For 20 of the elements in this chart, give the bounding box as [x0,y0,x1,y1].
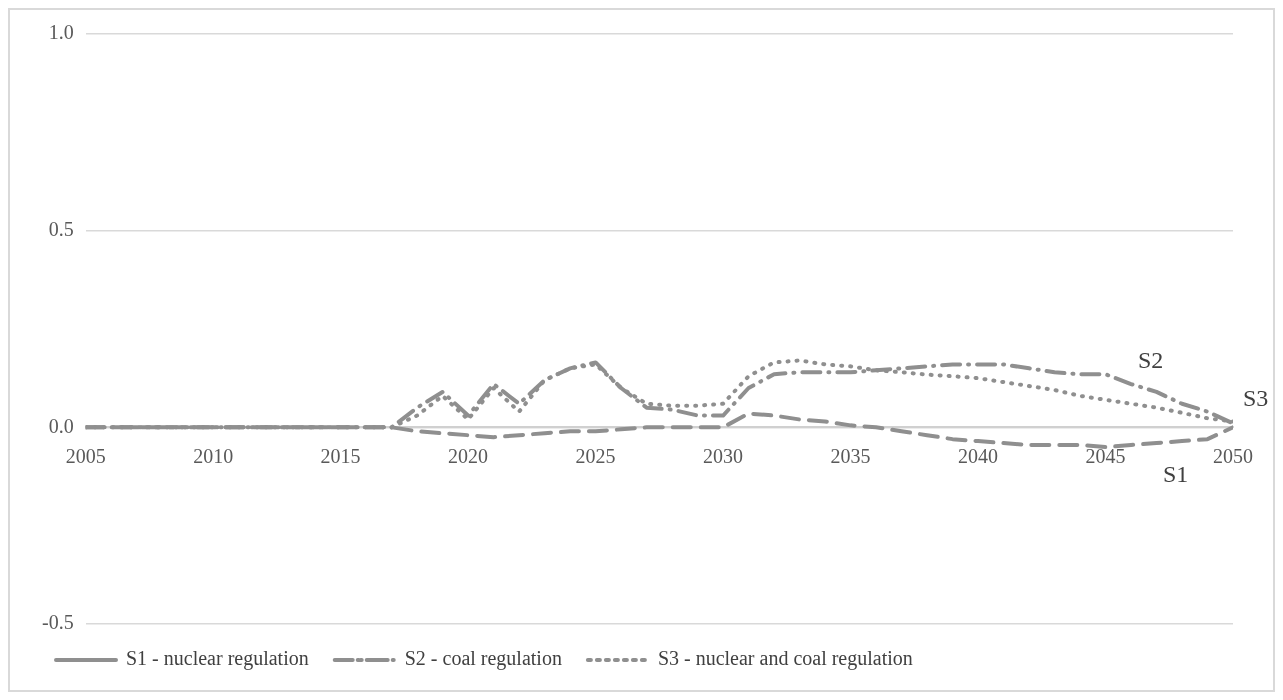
x-tick-label: 2010 [193,444,234,467]
x-tick-label: 2030 [703,444,744,467]
y-tick-label: 0.0 [48,414,74,437]
y-tick-label: 0.5 [48,217,74,240]
x-tick-label: 2005 [65,444,106,467]
x-tick-label: 2035 [830,444,871,467]
x-tick-label: 2050 [1213,444,1253,467]
x-tick-label: 2025 [575,444,616,467]
annotation: S1 [1163,460,1189,487]
x-tick-label: 2015 [320,444,361,467]
text: S3 [1243,384,1269,411]
x-tick-label: 2020 [448,444,489,467]
y-tick-label: -0.5 [41,611,74,634]
annotation: S2 [1138,346,1164,373]
x-tick-label: 2040 [958,444,999,467]
x-tick-label: 2045 [1085,444,1126,467]
legend-label: S3 - nuclear and coal regulation [657,647,913,671]
y-tick-label: 1.0 [48,21,74,44]
legend-label: S2 - coal regulation [404,647,562,671]
legend-label: S1 - nuclear regulation [126,647,309,671]
